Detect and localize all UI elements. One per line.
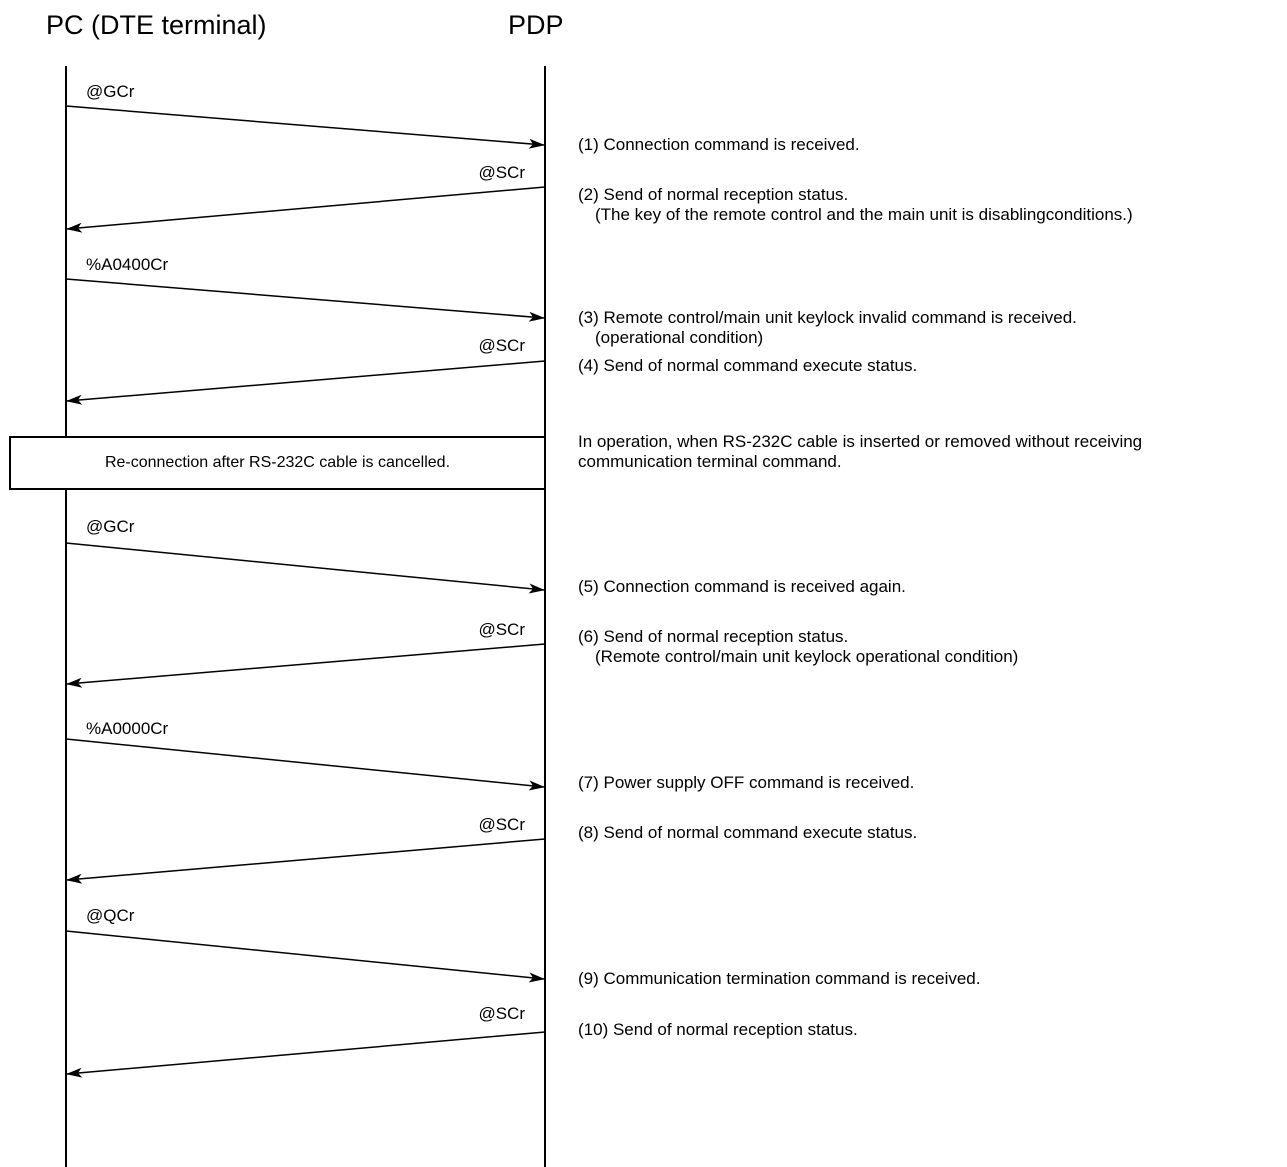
message-label-10: @SCr bbox=[478, 1004, 525, 1023]
message-label-5: @GCr bbox=[86, 517, 135, 536]
message-label-2: @SCr bbox=[478, 163, 525, 182]
message-arrow-2 bbox=[66, 186, 546, 233]
message-label-8: @SCr bbox=[478, 815, 525, 834]
note-6-detail: (Remote control/main unit keylock operat… bbox=[595, 647, 1019, 666]
note-2-detail: (The key of the remote control and the m… bbox=[595, 205, 1133, 224]
note-5-text: (5) Connection command is received again… bbox=[578, 577, 906, 596]
note-7: (7) Power supply OFF command is received… bbox=[578, 773, 914, 793]
note-2-text: (2) Send of normal reception status. bbox=[578, 185, 849, 204]
reconnect-note: In operation, when RS-232C cable is inse… bbox=[578, 432, 1142, 472]
note-3-detail: (operational condition) bbox=[595, 328, 764, 347]
pc-lifeline-header: PC (DTE terminal) bbox=[46, 10, 267, 40]
note-8: (8) Send of normal command execute statu… bbox=[578, 823, 917, 843]
message-label-1: @GCr bbox=[86, 82, 135, 101]
note-5: (5) Connection command is received again… bbox=[578, 577, 906, 597]
message-arrow-10 bbox=[66, 1031, 546, 1078]
message-arrow-5 bbox=[65, 542, 545, 594]
message-label-4: @SCr bbox=[478, 336, 525, 355]
message-arrow-6 bbox=[66, 643, 546, 688]
note-3-text: (3) Remote control/main unit keylock inv… bbox=[578, 308, 1077, 327]
reconnect-box: Re-connection after RS-232C cable is can… bbox=[9, 436, 546, 490]
reconnect-note-line-1: In operation, when RS-232C cable is inse… bbox=[578, 432, 1143, 451]
note-9-text: (9) Communication termination command is… bbox=[578, 969, 981, 988]
note-8-text: (8) Send of normal command execute statu… bbox=[578, 823, 918, 842]
message-arrow-9 bbox=[65, 930, 545, 983]
note-3: (3) Remote control/main unit keylock inv… bbox=[578, 308, 1077, 348]
note-10: (10) Send of normal reception status. bbox=[578, 1020, 858, 1040]
reconnect-note-line-2: communication terminal command. bbox=[578, 452, 842, 471]
note-4: (4) Send of normal command execute statu… bbox=[578, 356, 917, 376]
message-arrow-7 bbox=[65, 738, 545, 791]
message-label-6: @SCr bbox=[478, 620, 525, 639]
message-label-3: %A0400Cr bbox=[86, 255, 169, 274]
note-2: (2) Send of normal reception status. (Th… bbox=[578, 185, 1133, 225]
pdp-lifeline-header: PDP bbox=[508, 10, 564, 40]
message-arrow-3 bbox=[65, 278, 545, 322]
note-4-text: (4) Send of normal command execute statu… bbox=[578, 356, 918, 375]
message-arrow-4 bbox=[66, 360, 546, 405]
message-label-9: @QCr bbox=[86, 906, 135, 925]
note-1: (1) Connection command is received. bbox=[578, 135, 860, 155]
note-10-text: (10) Send of normal reception status. bbox=[578, 1020, 858, 1039]
note-1-text: (1) Connection command is received. bbox=[578, 135, 860, 154]
note-9: (9) Communication termination command is… bbox=[578, 969, 981, 989]
note-6-text: (6) Send of normal reception status. bbox=[578, 627, 849, 646]
message-label-7: %A0000Cr bbox=[86, 719, 169, 738]
message-arrow-1 bbox=[65, 105, 545, 149]
reconnect-box-label: Re-connection after RS-232C cable is can… bbox=[104, 454, 451, 471]
note-7-text: (7) Power supply OFF command is received… bbox=[578, 773, 915, 792]
note-6: (6) Send of normal reception status. (Re… bbox=[578, 627, 1018, 667]
message-arrow-8 bbox=[66, 838, 546, 884]
